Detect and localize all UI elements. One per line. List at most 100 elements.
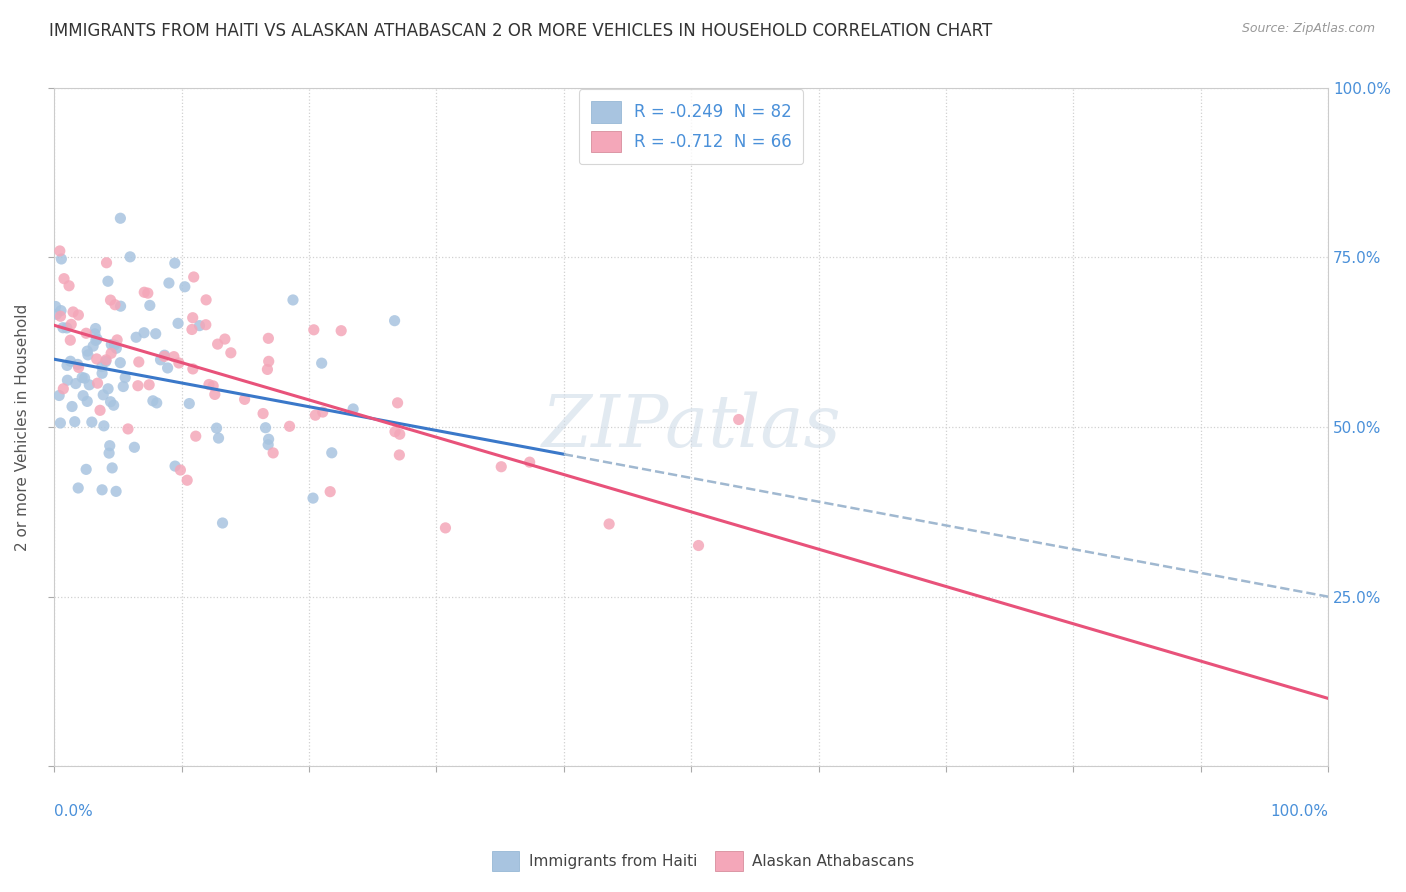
Point [211,516,233,530]
Point [96,256,118,270]
Point [434,521,457,535]
Legend: R = -0.249  N = 82, R = -0.712  N = 66: R = -0.249 N = 82, R = -0.712 N = 66 [579,89,803,164]
Point [65,376,87,391]
Point [173,280,195,294]
Point [125,330,148,344]
Point [491,459,513,474]
Point [205,421,228,435]
Point [70,370,93,384]
Point [281,293,304,307]
Point [114,370,136,384]
Point [384,314,406,328]
Point [80,415,103,429]
Point [136,286,159,301]
Point [100,337,122,351]
Point [75,326,97,341]
Point [257,438,280,452]
Point [110,211,132,226]
Point [90,359,112,374]
Point [58,278,80,293]
Point [84,326,107,341]
Point [156,360,179,375]
Point [384,425,406,439]
Point [319,484,342,499]
Point [181,322,204,336]
Point [169,463,191,477]
Point [52,382,75,396]
Point [519,455,541,469]
Point [89,403,111,417]
Point [52,320,75,334]
Point [66,358,89,372]
Point [105,341,128,355]
Point [105,484,128,499]
Point [103,338,125,352]
Point [256,362,278,376]
Point [181,310,204,325]
Point [77,348,100,362]
Point [104,298,127,312]
Point [145,396,167,410]
Point [145,326,167,341]
Point [76,394,98,409]
Point [84,334,107,348]
Point [127,378,149,392]
Point [257,432,280,446]
Point [165,459,187,474]
Point [330,324,353,338]
Point [59,354,82,368]
Point [67,308,90,322]
Point [93,418,115,433]
Point [202,379,225,393]
Point [98,446,121,460]
Point [342,401,364,416]
Point [124,440,146,454]
Point [207,337,229,351]
Text: IMMIGRANTS FROM HAITI VS ALASKAN ATHABASCAN 2 OR MORE VEHICLES IN HOUSEHOLD CORR: IMMIGRANTS FROM HAITI VS ALASKAN ATHABAS… [49,22,993,40]
Point [195,293,218,307]
Point [91,388,114,402]
Point [105,333,128,347]
Point [110,356,132,370]
Point [163,256,186,270]
Point [388,448,411,462]
Point [257,331,280,345]
Point [157,276,180,290]
Point [49,303,72,318]
Point [727,412,749,426]
Point [86,332,108,346]
Point [75,462,97,476]
Point [312,405,335,419]
Point [204,387,226,401]
Point [188,318,211,333]
Point [138,377,160,392]
Point [45,300,67,314]
Point [112,379,135,393]
Point [184,429,207,443]
Point [59,333,82,347]
Legend: Immigrants from Haiti, Alaskan Athabascans: Immigrants from Haiti, Alaskan Athabasca… [485,846,921,877]
Point [60,318,83,332]
Point [60,400,83,414]
Text: 100.0%: 100.0% [1270,804,1329,819]
Point [134,285,156,300]
Point [117,422,139,436]
Point [82,339,104,353]
Point [110,299,132,313]
Point [167,356,190,370]
Point [198,377,221,392]
Point [257,354,280,368]
Point [142,393,165,408]
Point [91,483,114,497]
Point [98,439,121,453]
Point [67,481,90,495]
Point [219,346,242,360]
Point [214,332,236,346]
Point [72,389,94,403]
Point [49,244,72,258]
Point [194,318,217,332]
Point [598,516,620,531]
Point [302,491,325,505]
Point [94,354,117,368]
Point [100,394,122,409]
